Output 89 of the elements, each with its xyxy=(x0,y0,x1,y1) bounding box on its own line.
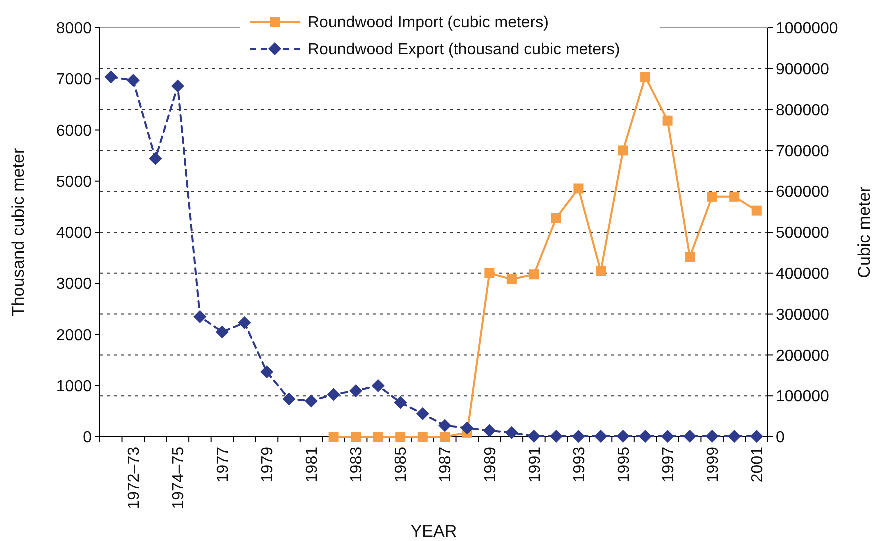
y-tick-label: 3000 xyxy=(56,276,92,294)
point xyxy=(616,430,630,443)
point xyxy=(351,432,362,442)
point xyxy=(305,394,318,408)
point xyxy=(149,152,162,166)
point xyxy=(594,430,608,443)
point xyxy=(752,206,762,216)
point xyxy=(662,116,673,126)
x-tick-label: 1974–75 xyxy=(170,446,188,510)
point xyxy=(574,184,584,194)
point xyxy=(639,430,652,443)
y2-tick-label: 500000 xyxy=(776,225,830,242)
point xyxy=(394,396,408,410)
point xyxy=(640,72,651,82)
point xyxy=(328,432,339,442)
y2-tick-label: 1000000 xyxy=(776,20,838,38)
y2-tick-label: 200000 xyxy=(776,348,830,365)
y-tick-label: 8000 xyxy=(56,20,92,38)
x-tick-label: 1993 xyxy=(571,446,588,483)
x-axis-title: YEAR xyxy=(410,522,458,541)
x-tick-label: 1981 xyxy=(304,446,322,483)
legend-label: Roundwood Import (cubic meters) xyxy=(308,14,549,32)
x-tick-label: 1979 xyxy=(260,446,277,483)
point xyxy=(372,379,385,392)
point xyxy=(282,392,296,406)
point xyxy=(506,274,517,285)
point xyxy=(327,388,340,402)
point xyxy=(529,270,540,280)
point xyxy=(194,310,207,324)
point xyxy=(596,266,606,276)
x-tick-label: 1989 xyxy=(482,446,500,483)
y2-tick-label: 600000 xyxy=(776,184,830,202)
x-tick-label: 1987 xyxy=(438,446,455,483)
y2-tick-label: 300000 xyxy=(776,306,830,324)
point xyxy=(418,432,428,442)
y-tick-label: 1000 xyxy=(56,378,92,396)
x-tick-label: 1985 xyxy=(393,446,410,483)
y2-tick-label: 100000 xyxy=(776,388,830,406)
y2-axis-title: Cubic meter xyxy=(855,186,874,278)
point xyxy=(440,432,450,442)
point xyxy=(730,192,740,202)
x-tick-label: 1995 xyxy=(616,446,633,483)
x-tick-label: 1999 xyxy=(704,446,722,483)
point xyxy=(438,419,452,432)
point xyxy=(260,366,274,379)
y2-tick-label: 400000 xyxy=(776,266,830,283)
y2-tick-label: 800000 xyxy=(776,102,830,120)
y2-tick-label: 700000 xyxy=(776,143,830,160)
y-axis-title: Thousand cubic meter xyxy=(9,148,28,317)
point xyxy=(216,326,229,339)
point xyxy=(460,422,474,435)
point xyxy=(416,407,430,420)
y-tick-label: 7000 xyxy=(56,72,92,89)
point xyxy=(685,252,696,262)
x-tick-label: 1972–73 xyxy=(126,446,143,510)
point xyxy=(661,430,674,443)
point xyxy=(706,430,719,443)
x-tick-label: 2001 xyxy=(749,446,766,483)
point xyxy=(618,146,628,156)
y-tick-label: 4000 xyxy=(56,225,92,242)
x-tick-label: 1977 xyxy=(215,446,232,483)
point xyxy=(396,432,406,442)
point xyxy=(707,192,718,202)
y2-tick-label: 0 xyxy=(776,430,785,447)
point xyxy=(684,430,697,443)
point xyxy=(528,430,541,443)
x-tick-label: 1997 xyxy=(660,446,678,483)
y2-tick-label: 900000 xyxy=(776,62,830,78)
x-tick-label: 1983 xyxy=(348,446,366,483)
legend-label: Roundwood Export (thousand cubic meters) xyxy=(308,42,620,59)
point xyxy=(728,430,742,443)
point xyxy=(551,213,562,224)
y-tick-label: 2000 xyxy=(56,327,92,344)
point xyxy=(238,316,252,330)
y-tick-label: 5000 xyxy=(56,174,92,191)
point xyxy=(104,70,118,84)
point xyxy=(171,80,184,93)
point xyxy=(373,432,384,442)
point xyxy=(505,426,518,440)
x-tick-label: 1991 xyxy=(526,446,544,483)
point xyxy=(572,430,586,443)
point xyxy=(750,430,764,443)
y-tick-label: 6000 xyxy=(56,122,92,140)
point xyxy=(484,268,495,278)
point xyxy=(126,74,140,88)
y-tick-label: 0 xyxy=(83,430,92,447)
point xyxy=(550,430,563,443)
point xyxy=(483,424,496,438)
point xyxy=(350,384,363,398)
